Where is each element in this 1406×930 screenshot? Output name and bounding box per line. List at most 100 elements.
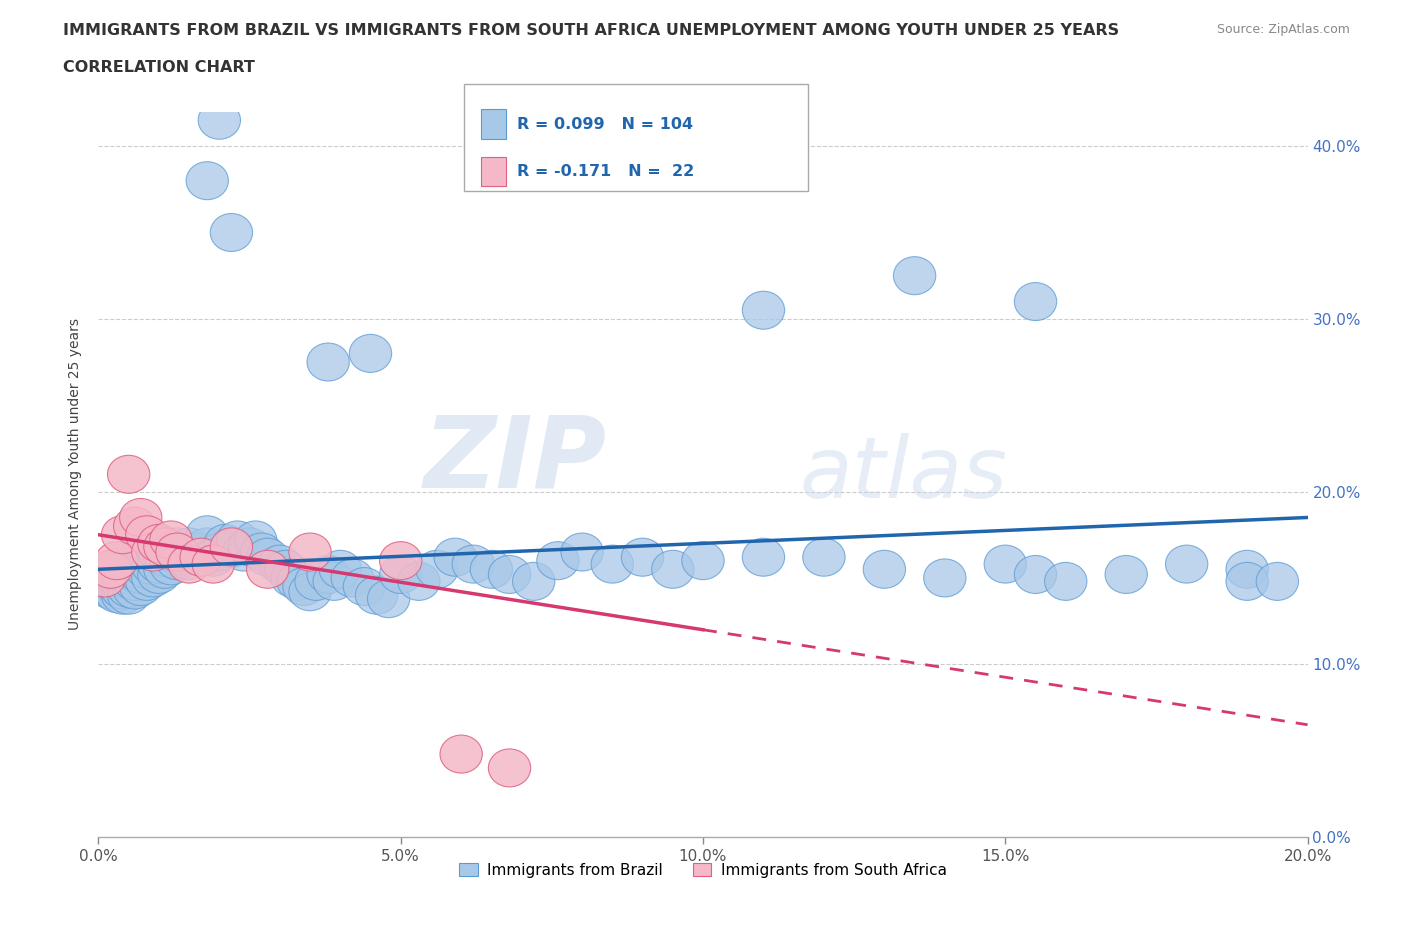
Ellipse shape: [138, 533, 180, 571]
Ellipse shape: [120, 498, 162, 537]
Ellipse shape: [193, 545, 235, 583]
Ellipse shape: [101, 557, 143, 595]
Ellipse shape: [1105, 555, 1147, 593]
Text: IMMIGRANTS FROM BRAZIL VS IMMIGRANTS FROM SOUTH AFRICA UNEMPLOYMENT AMONG YOUTH : IMMIGRANTS FROM BRAZIL VS IMMIGRANTS FRO…: [63, 23, 1119, 38]
Ellipse shape: [138, 555, 180, 593]
Ellipse shape: [101, 547, 143, 585]
Ellipse shape: [217, 521, 259, 559]
Ellipse shape: [307, 343, 349, 381]
Ellipse shape: [398, 563, 440, 601]
Ellipse shape: [288, 573, 332, 611]
Ellipse shape: [264, 551, 307, 589]
Ellipse shape: [83, 555, 125, 593]
Ellipse shape: [143, 551, 186, 589]
Ellipse shape: [138, 545, 180, 583]
Ellipse shape: [198, 101, 240, 140]
Ellipse shape: [114, 553, 156, 591]
Ellipse shape: [332, 559, 374, 597]
Ellipse shape: [380, 541, 422, 579]
Ellipse shape: [416, 551, 458, 589]
Ellipse shape: [90, 551, 132, 589]
Ellipse shape: [259, 545, 301, 583]
Ellipse shape: [513, 563, 555, 601]
Ellipse shape: [343, 567, 385, 605]
Ellipse shape: [96, 541, 138, 579]
Ellipse shape: [235, 521, 277, 559]
Ellipse shape: [283, 567, 325, 605]
Ellipse shape: [101, 577, 143, 614]
Ellipse shape: [453, 545, 495, 583]
Ellipse shape: [156, 528, 198, 565]
Ellipse shape: [186, 162, 228, 200]
Ellipse shape: [120, 555, 162, 593]
Ellipse shape: [488, 555, 530, 593]
Ellipse shape: [228, 528, 271, 565]
Ellipse shape: [488, 749, 530, 787]
Ellipse shape: [211, 529, 253, 567]
Ellipse shape: [246, 551, 288, 589]
Ellipse shape: [277, 563, 319, 601]
Ellipse shape: [107, 561, 150, 599]
Ellipse shape: [90, 553, 132, 591]
Ellipse shape: [167, 541, 211, 579]
Ellipse shape: [591, 545, 634, 583]
Ellipse shape: [125, 538, 167, 577]
Ellipse shape: [193, 538, 235, 577]
Ellipse shape: [107, 456, 150, 493]
Ellipse shape: [319, 551, 361, 589]
Ellipse shape: [240, 533, 283, 571]
Ellipse shape: [132, 559, 174, 597]
Ellipse shape: [314, 563, 356, 601]
Ellipse shape: [114, 563, 156, 601]
Text: ZIP: ZIP: [423, 411, 606, 509]
Ellipse shape: [132, 533, 174, 571]
Ellipse shape: [156, 541, 198, 579]
Ellipse shape: [367, 579, 409, 618]
Ellipse shape: [96, 575, 138, 613]
Ellipse shape: [1045, 563, 1087, 601]
Ellipse shape: [1166, 545, 1208, 583]
Ellipse shape: [621, 538, 664, 577]
Ellipse shape: [295, 563, 337, 601]
Ellipse shape: [1014, 283, 1057, 321]
Ellipse shape: [107, 577, 150, 614]
Ellipse shape: [120, 545, 162, 583]
Ellipse shape: [742, 538, 785, 577]
Ellipse shape: [150, 521, 193, 559]
Ellipse shape: [162, 537, 204, 575]
Ellipse shape: [682, 541, 724, 579]
Ellipse shape: [101, 571, 143, 609]
Ellipse shape: [222, 533, 264, 571]
Ellipse shape: [537, 541, 579, 579]
Ellipse shape: [150, 547, 193, 585]
Ellipse shape: [90, 563, 132, 601]
Text: R = -0.171   N =  22: R = -0.171 N = 22: [517, 164, 695, 179]
Ellipse shape: [114, 571, 156, 609]
Ellipse shape: [349, 335, 392, 372]
Ellipse shape: [198, 533, 240, 571]
Text: CORRELATION CHART: CORRELATION CHART: [63, 60, 254, 75]
Ellipse shape: [651, 551, 695, 589]
Ellipse shape: [211, 528, 253, 565]
Text: R = 0.099   N = 104: R = 0.099 N = 104: [517, 117, 693, 132]
Ellipse shape: [101, 516, 143, 553]
Ellipse shape: [984, 545, 1026, 583]
Ellipse shape: [307, 555, 349, 593]
Ellipse shape: [138, 525, 180, 563]
Ellipse shape: [180, 538, 222, 577]
Ellipse shape: [924, 559, 966, 597]
Ellipse shape: [125, 563, 167, 601]
Ellipse shape: [1014, 555, 1057, 593]
Ellipse shape: [211, 214, 253, 251]
Text: Source: ZipAtlas.com: Source: ZipAtlas.com: [1216, 23, 1350, 36]
Ellipse shape: [143, 538, 186, 577]
Ellipse shape: [96, 549, 138, 587]
Ellipse shape: [803, 538, 845, 577]
Ellipse shape: [204, 525, 246, 563]
Y-axis label: Unemployment Among Youth under 25 years: Unemployment Among Youth under 25 years: [69, 318, 83, 631]
Ellipse shape: [101, 565, 143, 602]
Ellipse shape: [186, 528, 228, 565]
Ellipse shape: [156, 533, 198, 571]
Ellipse shape: [1226, 551, 1268, 589]
Ellipse shape: [83, 559, 125, 597]
